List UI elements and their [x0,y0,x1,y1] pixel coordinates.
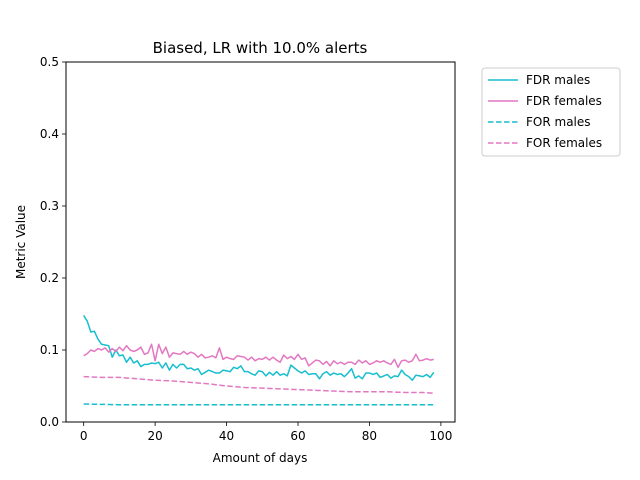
y-tick-label: 0.4 [40,127,59,141]
legend: FDR males FDR females FOR males FOR females [482,68,620,156]
legend-label: FOR females [526,136,602,150]
x-tick-label: 100 [429,429,452,443]
legend-label: FDR females [526,94,602,108]
x-axis: 0 20 40 60 80 100 [80,422,452,443]
x-tick-label: 80 [362,429,377,443]
series-line-for-females [84,377,434,394]
x-tick-label: 0 [80,429,88,443]
x-tick-label: 20 [147,429,162,443]
x-tick-label: 60 [290,429,305,443]
y-axis-label: Metric Value [14,205,28,279]
series-line-fdr-males [84,315,434,380]
series-line-for-males [84,404,434,405]
series-layer [84,315,434,404]
y-axis: 0.0 0.1 0.2 0.3 0.4 0.5 [40,55,66,429]
plot-frame [66,62,455,422]
y-tick-label: 0.3 [40,199,59,213]
y-tick-label: 0.2 [40,271,59,285]
y-tick-label: 0.1 [40,343,59,357]
x-tick-label: 40 [219,429,234,443]
chart-title: Biased, LR with 10.0% alerts [153,39,368,57]
legend-label: FOR males [526,115,591,129]
y-tick-label: 0.0 [40,415,59,429]
x-axis-label: Amount of days [213,451,308,465]
y-tick-label: 0.5 [40,55,59,69]
legend-label: FDR males [526,73,590,87]
series-line-fdr-females [84,344,434,367]
